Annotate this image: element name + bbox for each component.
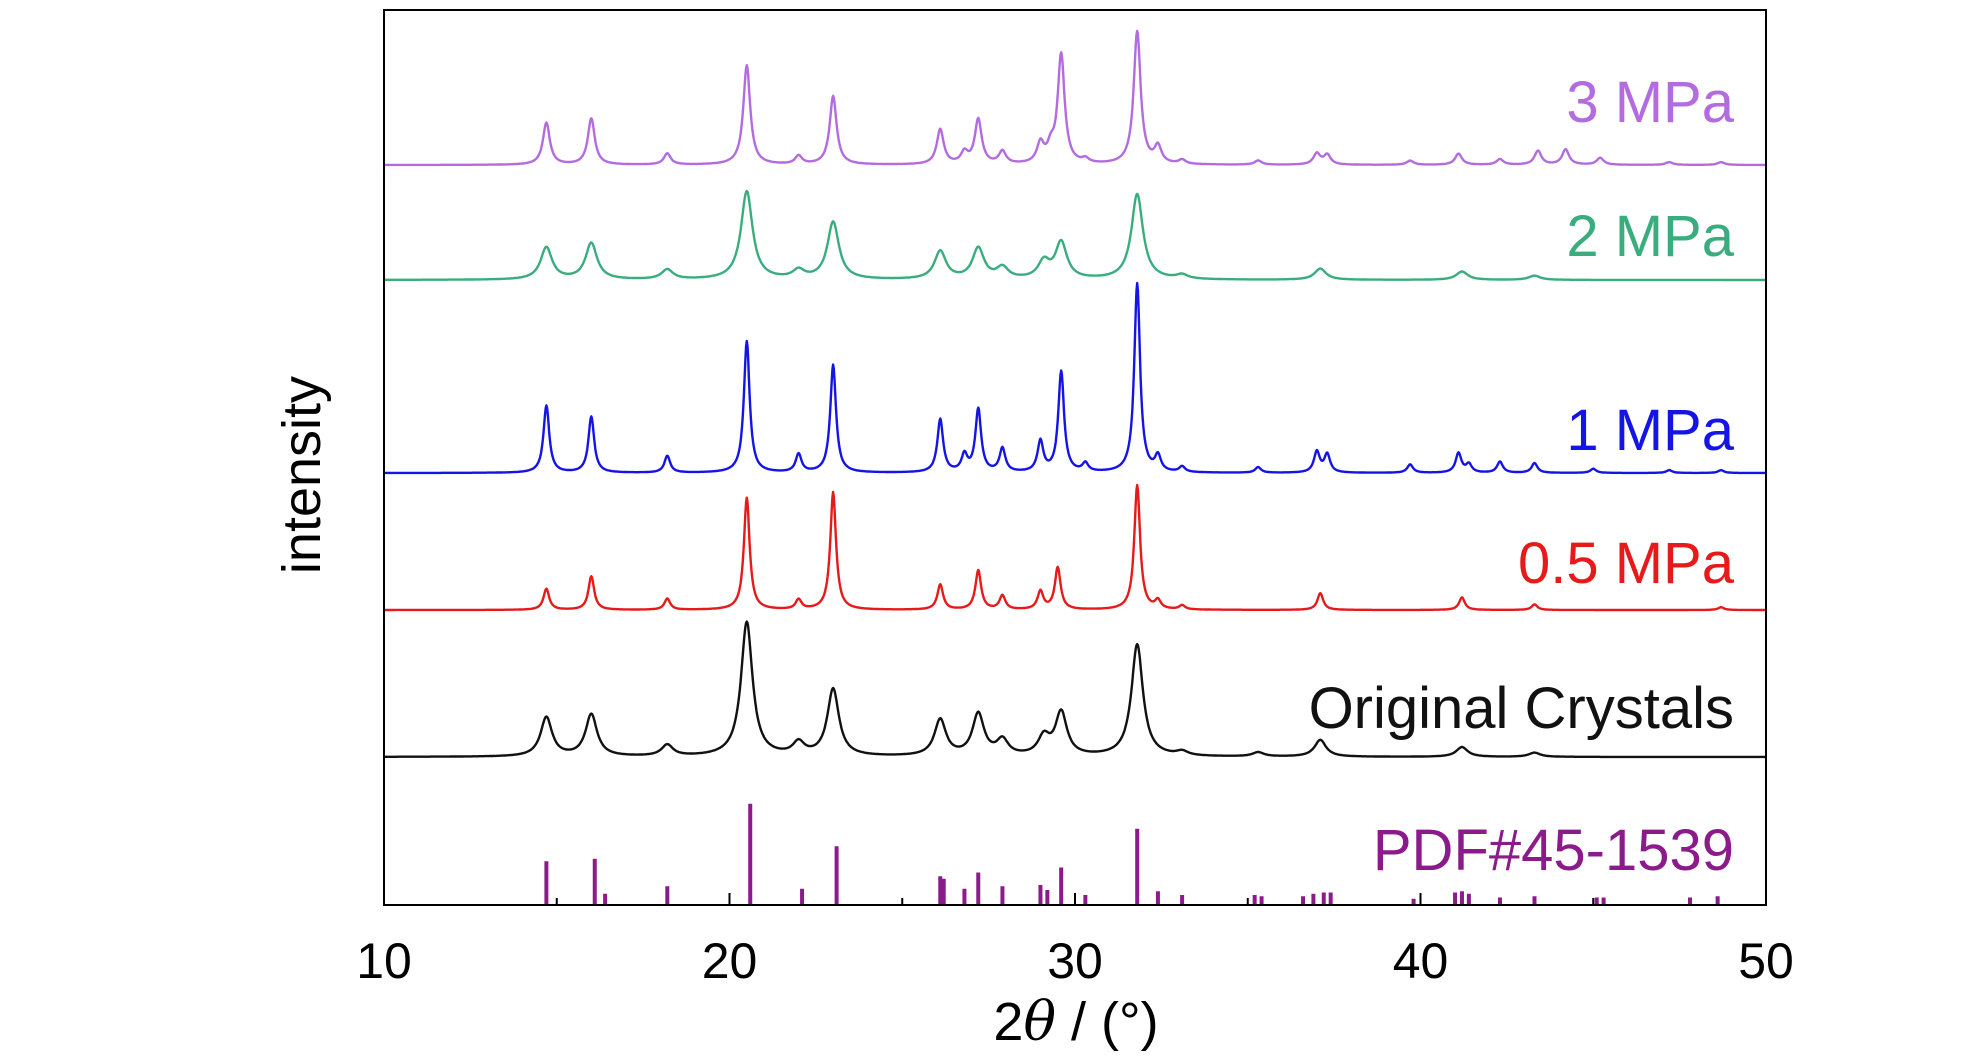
- x-tick-label: 30: [1047, 933, 1103, 989]
- series-label-2-mpa: 2 MPa: [1566, 204, 1734, 269]
- series-line-3-mpa: [383, 29, 1767, 167]
- x-tick-label: 10: [356, 933, 412, 989]
- x-axis-title-prefix: 2: [993, 992, 1023, 1052]
- series-label-original-crystals: Original Crystals: [1309, 676, 1734, 741]
- series-line-1-mpa: [383, 281, 1767, 475]
- y-axis-title: intensity: [272, 376, 332, 574]
- series-label-3-mpa: 3 MPa: [1566, 70, 1734, 135]
- x-tick-label: 50: [1738, 933, 1794, 989]
- series-label-1-mpa: 1 MPa: [1566, 398, 1734, 463]
- x-ticks: 10 20 30 40 50: [356, 893, 1794, 989]
- x-axis-title-symbol: θ: [1023, 990, 1056, 1053]
- x-axis-title-suffix: / (°): [1056, 992, 1159, 1052]
- x-tick-label: 20: [702, 933, 758, 989]
- series-line-0-5-mpa: [383, 483, 1767, 612]
- series-label-0-5-mpa: 0.5 MPa: [1518, 531, 1735, 596]
- x-axis-title: 2θ / (°): [993, 990, 1158, 1053]
- series-labels: 3 MPa 2 MPa 1 MPa 0.5 MPa Original Crystals P…: [1309, 70, 1735, 883]
- plot-frame: [383, 9, 1767, 906]
- reference-label: PDF#45-1539: [1373, 818, 1734, 883]
- series-line-2-mpa: [383, 189, 1767, 282]
- series-line-original-crystals: [383, 620, 1767, 759]
- series-layer: [383, 29, 1767, 759]
- x-tick-label: 40: [1393, 933, 1449, 989]
- reference-layer: [544, 803, 1720, 905]
